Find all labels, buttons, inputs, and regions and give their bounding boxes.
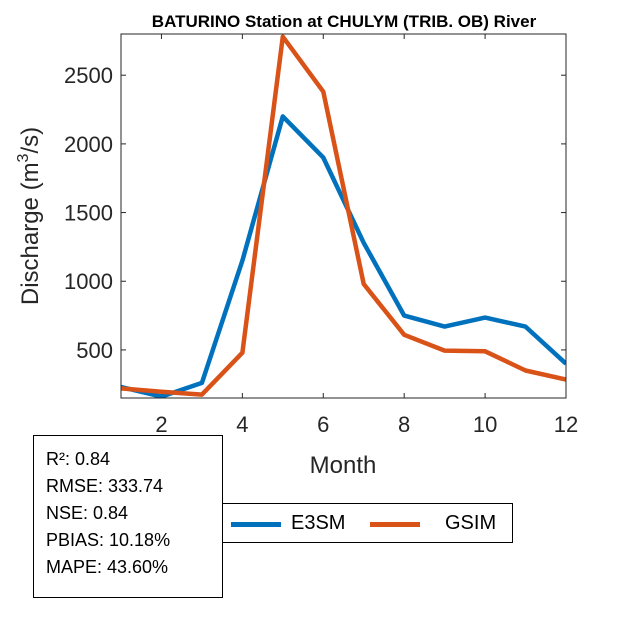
stats-box: R²: 0.84 RMSE: 333.74 NSE: 0.84 PBIAS: 1… [33,435,223,598]
x-tick-label: 12 [554,412,578,437]
plot-frame [120,33,567,399]
legend-swatch-e3sm [231,522,281,527]
stat-nse: NSE: 0.84 [46,503,129,523]
stat-mape: MAPE: 43.60% [46,557,169,577]
y-tick-label: 1000 [64,269,113,294]
x-tick-label: 4 [236,412,248,437]
y-tick-label: 2000 [64,132,113,157]
legend-label-e3sm: E3SM [291,512,346,534]
stat-rmse: RMSE: 333.74 [46,476,164,496]
x-tick-label: 8 [398,412,410,437]
x-axis-label: Month [310,452,377,479]
legend-label-gsim: GSIM [445,512,497,534]
legend-swatch-gsim [370,522,420,527]
y-tick-label: 1500 [64,201,113,226]
stat-pbias: PBIAS: 10.18% [46,530,171,550]
series-line-e3sm [121,114,566,398]
y-axis-label: Discharge (m3/s) [15,127,44,305]
y-tick-label: 2500 [64,63,113,88]
series-line-gsim [121,34,566,397]
x-tick-label: 6 [317,412,329,437]
stat-r2: R²: 0.84 [46,449,111,469]
chart-title: BATURINO Station at CHULYM (TRIB. OB) Ri… [152,12,537,31]
legend: E3SM GSIM [222,503,513,543]
x-tick-label: 10 [473,412,497,437]
y-tick-label: 500 [76,338,113,363]
x-tick-label: 2 [155,412,167,437]
